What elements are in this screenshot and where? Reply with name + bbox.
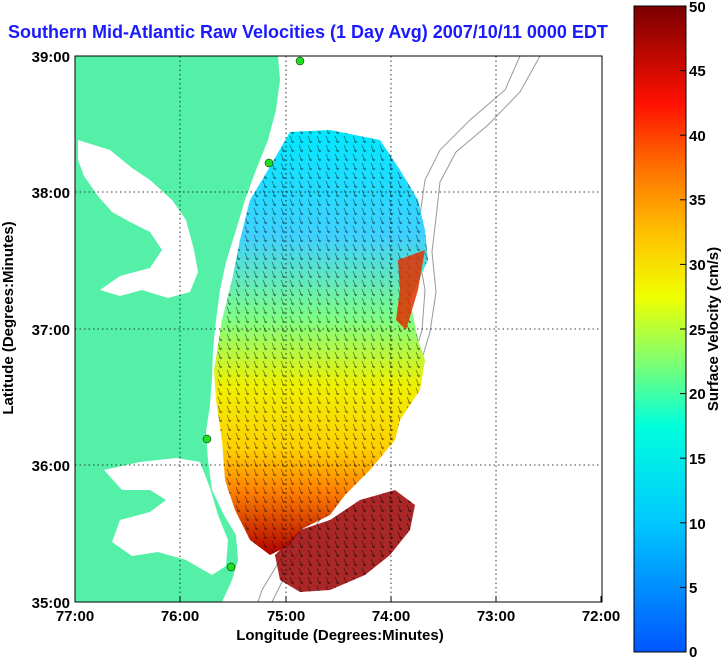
y-tick-label: 36:00 (32, 458, 70, 475)
eastern-fast-patch (396, 250, 425, 330)
colorbar-tick-label: 50 (689, 0, 706, 16)
colorbar-label: Surface Velocity (cm/s) (705, 247, 722, 411)
x-tick-label: 74:00 (372, 608, 410, 625)
pamlico-sound (104, 458, 228, 575)
y-tick-label: 38:00 (32, 185, 70, 202)
y-tick-label: 39:00 (32, 49, 70, 66)
radar-station-marker (202, 434, 212, 444)
colorbar-ticks (680, 5, 686, 588)
gulf-stream-arrows (275, 490, 415, 592)
colorbar-tick-label: 45 (689, 63, 706, 80)
colorbar-tick-label: 5 (689, 580, 697, 597)
colorbar-tick-label: 15 (689, 451, 706, 468)
x-tick-label: 75:00 (267, 608, 305, 625)
colorbar-tick-label: 0 (689, 644, 697, 659)
grid-lines (75, 56, 602, 602)
x-tick-label: 76:00 (161, 608, 199, 625)
plot-frame (74, 55, 603, 603)
colorbar-tick-label: 40 (689, 128, 706, 145)
radar-station-marker (295, 56, 305, 66)
y-tick-label: 37:00 (32, 322, 70, 339)
x-axis-label: Longitude (Degrees:Minutes) (236, 627, 444, 644)
x-tick-label: 73:00 (477, 608, 515, 625)
radar-station-marker (226, 562, 236, 572)
colorbar-tick-label: 25 (689, 322, 706, 339)
chesapeake-bay (78, 140, 198, 298)
x-tick-label: 72:00 (582, 608, 620, 625)
map-title: Southern Mid-Atlantic Raw Velocities (1 … (8, 22, 608, 42)
colorbar-tick-label: 10 (689, 516, 706, 533)
velocity-field-arrows (214, 130, 428, 555)
radar-station-marker (264, 158, 274, 168)
y-axis-label: Latitude (Degrees:Minutes) (0, 221, 17, 414)
y-tick-label: 35:00 (32, 595, 70, 612)
colorbar (633, 5, 687, 653)
colorbar-tick-label: 20 (689, 386, 706, 403)
colorbar-tick-label: 30 (689, 257, 706, 274)
colorbar-tick-label: 35 (689, 192, 706, 209)
x-axis-ticks (74, 596, 602, 602)
x-tick-label: 77:00 (56, 608, 94, 625)
